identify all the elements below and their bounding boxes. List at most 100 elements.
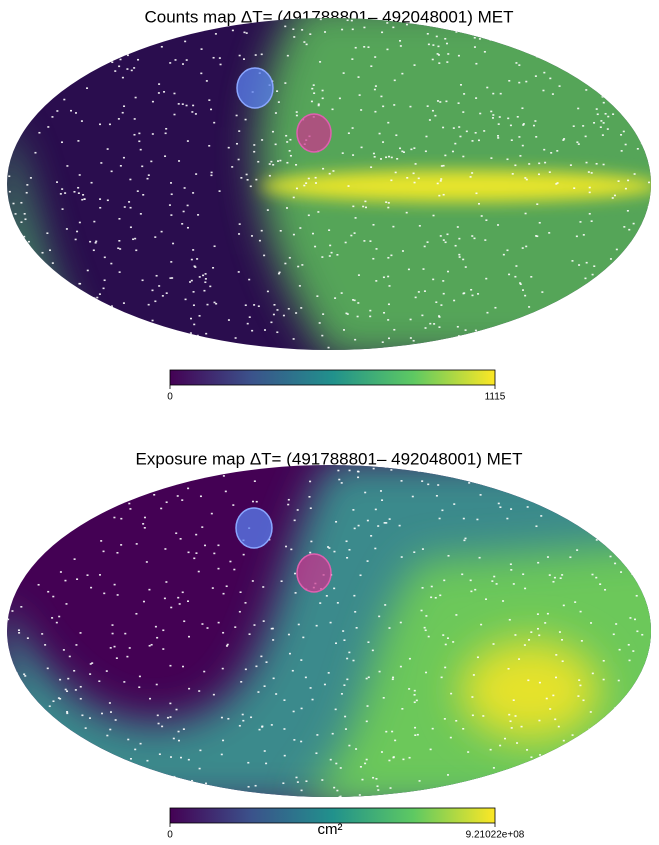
source-dot: [361, 778, 364, 781]
source-dot: [54, 507, 57, 510]
source-dot: [459, 135, 462, 138]
source-dot: [50, 783, 53, 786]
source-dot: [421, 314, 424, 317]
source-dot: [551, 93, 554, 95]
source-dot: [189, 317, 192, 320]
source-dot: [541, 497, 544, 499]
source-dot: [241, 713, 244, 716]
source-dot: [607, 115, 610, 118]
source-dot: [436, 182, 439, 185]
source-dot: [346, 556, 349, 559]
source-dot: [277, 101, 280, 103]
source-dot: [175, 708, 178, 711]
source-dot: [548, 343, 551, 346]
source-dot: [102, 287, 105, 290]
source-dot: [57, 697, 60, 699]
source-dot: [625, 281, 628, 283]
source-dot: [279, 159, 282, 162]
source-dot: [563, 795, 566, 797]
source-dot: [571, 260, 574, 262]
source-dot: [508, 713, 511, 716]
source-dot: [154, 625, 157, 628]
source-dot: [16, 230, 19, 233]
source-dot: [576, 303, 579, 306]
source-dot: [585, 89, 588, 91]
source-dot: [548, 56, 551, 58]
source-dot: [8, 485, 11, 488]
source-dot: [499, 506, 502, 509]
source-dot: [480, 623, 483, 626]
source-dot: [414, 296, 417, 299]
source-dot: [445, 100, 448, 103]
source-dot: [78, 174, 81, 176]
source-dot: [162, 629, 165, 632]
source-dot: [606, 332, 609, 334]
source-dot: [204, 281, 207, 284]
source-dot: [307, 214, 310, 217]
source-dot: [110, 170, 113, 173]
source-dot: [147, 174, 150, 176]
source-dot: [518, 658, 521, 660]
source-dot: [507, 667, 510, 670]
source-dot: [639, 233, 642, 235]
source-dot: [314, 182, 317, 184]
source-dot: [374, 508, 377, 511]
source-dot: [486, 311, 489, 314]
source-dot: [336, 789, 339, 792]
source-dot: [315, 752, 318, 755]
source-dot: [41, 633, 44, 635]
source-dot: [138, 132, 141, 135]
source-dot: [16, 32, 19, 35]
source-dot: [195, 533, 198, 536]
source-dot: [77, 140, 80, 142]
source-dot: [580, 640, 583, 642]
source-dot: [87, 790, 90, 792]
source-dot: [414, 734, 417, 736]
source-dot: [364, 762, 367, 765]
source-dot: [81, 714, 84, 717]
source-dot: [641, 126, 644, 129]
source-dot: [168, 204, 171, 206]
source-dot: [595, 539, 598, 541]
source-dot: [41, 251, 44, 254]
source-dot: [341, 28, 344, 31]
source-dot: [23, 768, 26, 771]
source-dot: [79, 632, 82, 634]
source-dot: [579, 515, 582, 517]
source-dot: [76, 230, 79, 233]
source-dot: [52, 595, 55, 598]
source-dot: [509, 479, 512, 481]
source-dot: [311, 232, 314, 235]
source-dot: [82, 194, 85, 196]
source-dot: [390, 254, 393, 257]
source-dot: [113, 516, 116, 519]
source-dot: [575, 20, 578, 23]
source-dot: [91, 662, 94, 664]
source-dot: [238, 54, 241, 57]
source-dot: [56, 110, 59, 112]
source-dot: [183, 620, 186, 623]
source-dot: [142, 340, 145, 343]
source-dot: [67, 677, 70, 680]
source-dot: [437, 45, 440, 48]
source-dot: [109, 647, 112, 649]
source-dot: [489, 748, 492, 751]
source-dot: [624, 59, 627, 61]
source-dot: [151, 319, 154, 322]
source-dot: [379, 158, 382, 160]
source-dot: [56, 32, 59, 35]
source-dot: [380, 751, 383, 753]
source-dot: [631, 331, 634, 333]
source-dot: [560, 512, 563, 514]
source-dot: [143, 527, 146, 529]
source-dot: [636, 148, 639, 150]
source-dot: [510, 569, 513, 571]
source-dot: [10, 143, 13, 145]
source-dot: [413, 689, 416, 692]
source-dot: [643, 338, 646, 341]
source-dot: [95, 240, 98, 243]
source-dot: [64, 579, 67, 582]
source-dot: [522, 123, 525, 125]
source-dot: [134, 96, 137, 99]
source-dot: [456, 325, 459, 328]
